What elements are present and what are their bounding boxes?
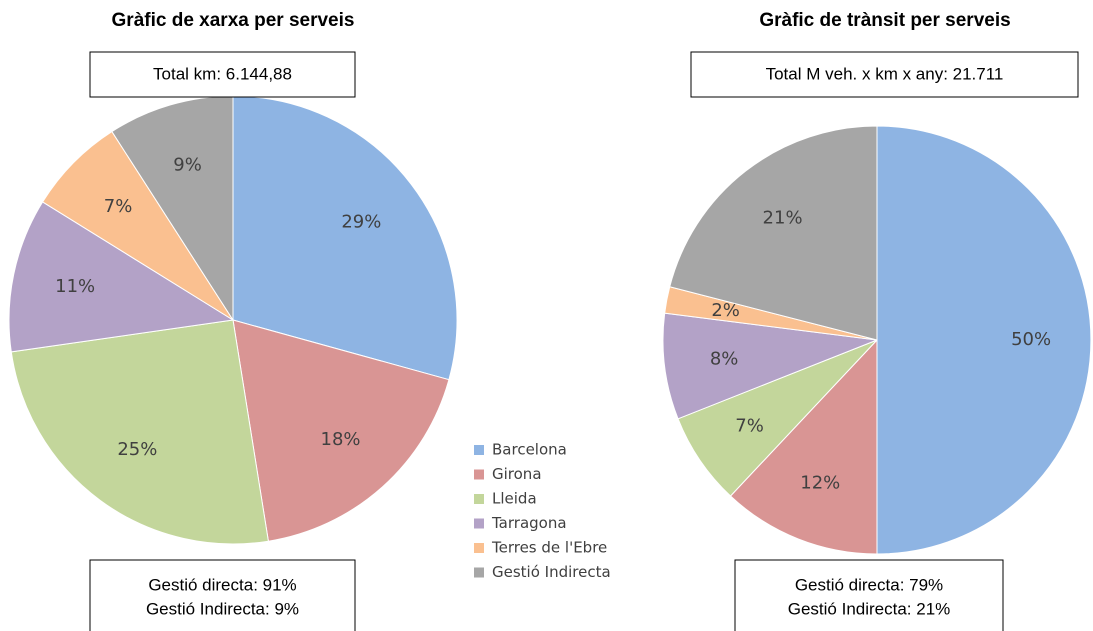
slice-label: 12%: [800, 472, 840, 493]
slice-label: 25%: [117, 439, 157, 460]
pie-slice: [669, 125, 878, 341]
pie-slice: [8, 201, 235, 353]
pie-slice: [232, 95, 458, 381]
slice-label: 29%: [341, 211, 381, 232]
total-label: Total km: 6.144,88: [153, 64, 292, 83]
legend-swatch: [474, 469, 484, 480]
pie-slice: [876, 125, 1092, 555]
management-box: [734, 559, 1004, 631]
total-box: [89, 51, 356, 98]
legend-label: Tarragona: [491, 514, 567, 532]
management-direct: Gestió directa: 79%: [795, 575, 943, 594]
chart-title: Gràfic de xarxa per serveis: [112, 10, 355, 31]
total-label: Total M veh. x km x any: 21.711: [766, 64, 1004, 83]
management-indirect: Gestió Indirecta: 21%: [788, 599, 951, 618]
slice-label: 18%: [321, 429, 361, 450]
legend-swatch: [474, 445, 484, 455]
legend-swatch: [474, 567, 484, 578]
pie-slice: [662, 312, 878, 420]
chart-title: Gràfic de trànsit per serveis: [759, 10, 1010, 31]
slice-label: 11%: [55, 276, 95, 297]
management-direct: Gestió directa: 91%: [148, 575, 296, 594]
pie-slice: [10, 319, 269, 545]
legend-label: Gestió Indirecta: [492, 563, 611, 581]
management-box: [89, 559, 356, 631]
pie-slice: [232, 319, 450, 542]
slice-label: 7%: [104, 196, 133, 217]
pie-slice: [729, 338, 878, 555]
slice-label: 8%: [710, 348, 739, 369]
total-box: [690, 51, 1079, 98]
legend-label: Girona: [492, 465, 542, 483]
slice-label: 21%: [763, 207, 803, 228]
legend-label: Lleida: [492, 490, 537, 508]
management-indirect: Gestió Indirecta: 9%: [146, 599, 299, 618]
slice-label: 50%: [1011, 329, 1051, 350]
slice-label: 7%: [735, 416, 764, 437]
legend-label: Terres de l'Ebre: [491, 539, 607, 557]
legend-swatch: [474, 543, 484, 553]
legend-swatch: [474, 494, 484, 504]
slice-label: 2%: [711, 300, 740, 321]
legend-label: Barcelona: [492, 441, 567, 459]
slice-label: 9%: [173, 154, 202, 175]
legend-swatch: [474, 518, 484, 529]
